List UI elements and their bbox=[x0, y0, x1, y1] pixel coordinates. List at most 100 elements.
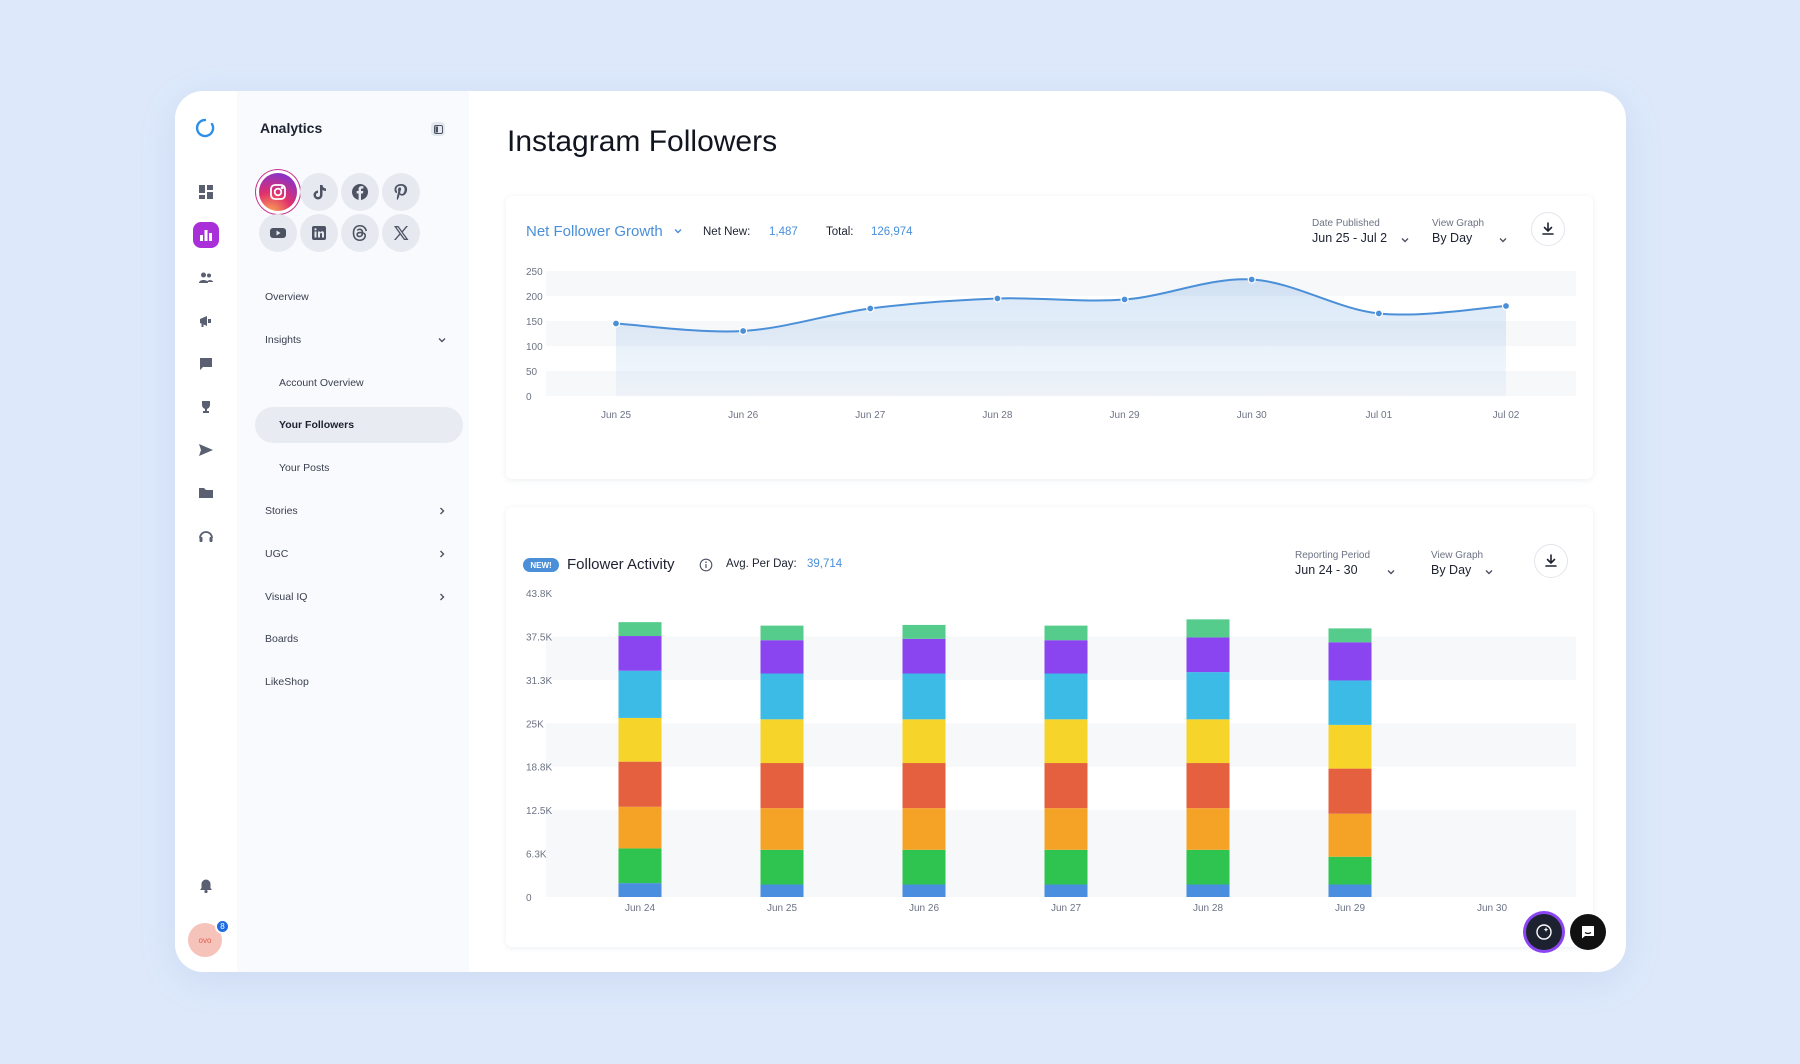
bar-segment bbox=[1044, 884, 1088, 897]
x-tick-label: Jun 28 bbox=[982, 410, 1012, 421]
chat-icon bbox=[1582, 926, 1594, 939]
x-icon[interactable] bbox=[382, 214, 420, 252]
y-tick-label: 150 bbox=[526, 317, 543, 328]
net-new-label: Net New: bbox=[703, 226, 751, 238]
growth-point bbox=[611, 319, 621, 328]
growth-point bbox=[1501, 301, 1511, 311]
nav-your-followers-label: Your Followers bbox=[279, 419, 355, 431]
nav-likeshop[interactable]: LikeShop bbox=[255, 664, 463, 700]
net-follower-growth-chart: 0 50 100 150 200 250 Jun 25 Jun 26 Jun 27 Jun 28 J… bbox=[526, 267, 1576, 421]
bar-segment bbox=[1328, 628, 1372, 643]
nav-account-overview[interactable]: Account Overview bbox=[255, 365, 463, 401]
notifications-bell-icon[interactable] bbox=[187, 872, 225, 900]
y-tick-label: 200 bbox=[526, 292, 543, 303]
nav-your-posts[interactable]: Your Posts bbox=[255, 450, 463, 486]
community-icon[interactable] bbox=[187, 264, 225, 292]
folder-icon[interactable] bbox=[187, 479, 225, 507]
bar-segment bbox=[618, 636, 662, 671]
y-tick-label: 250 bbox=[526, 267, 543, 278]
date-published-dropdown[interactable]: Jun 25 - Jul 2 bbox=[1312, 231, 1388, 245]
chevron-down-icon bbox=[674, 229, 682, 234]
trophy-icon[interactable] bbox=[187, 393, 225, 421]
megaphone-icon[interactable] bbox=[187, 307, 225, 335]
x-tick-label: Jun 26 bbox=[728, 410, 758, 421]
bar-segment bbox=[1328, 813, 1372, 857]
app-window: ovo 8 Analytics Overvie bbox=[175, 91, 1626, 972]
nav-boards[interactable]: Boards bbox=[255, 621, 463, 657]
total-value: 126,974 bbox=[871, 226, 913, 238]
app-logo-icon[interactable] bbox=[195, 118, 215, 138]
headset-icon[interactable] bbox=[187, 522, 225, 550]
x-tick-label: Jun 27 bbox=[1051, 903, 1081, 914]
bar-segment bbox=[1186, 884, 1230, 897]
facebook-icon[interactable] bbox=[341, 173, 379, 211]
bar-segment bbox=[902, 849, 946, 885]
grid-band bbox=[546, 271, 1576, 296]
bar-segment bbox=[1044, 719, 1088, 764]
y-tick-label: 50 bbox=[526, 367, 538, 378]
nav-ugc[interactable]: UGC bbox=[255, 536, 463, 572]
bar-segment bbox=[618, 883, 662, 897]
view-graph-label: View Graph bbox=[1432, 218, 1485, 229]
bar-segment bbox=[760, 719, 804, 764]
x-tick-label: Jun 27 bbox=[855, 410, 885, 421]
bar-segment bbox=[618, 848, 662, 884]
youtube-icon[interactable] bbox=[259, 214, 297, 252]
instagram-icon[interactable] bbox=[259, 173, 297, 211]
bar-segment bbox=[1186, 808, 1230, 850]
collapse-panel-icon[interactable] bbox=[431, 122, 445, 136]
bar-segment bbox=[618, 622, 662, 637]
nav-visual-iq[interactable]: Visual IQ bbox=[255, 579, 463, 615]
nav-insights[interactable]: Insights bbox=[255, 322, 463, 358]
nav-your-followers[interactable]: Your Followers bbox=[255, 407, 463, 443]
nav-overview[interactable]: Overview bbox=[255, 279, 463, 315]
x-tick-label: Jun 29 bbox=[1335, 903, 1365, 914]
ai-assistant-button[interactable] bbox=[1526, 914, 1562, 950]
view-graph-dropdown[interactable]: By Day bbox=[1432, 231, 1473, 245]
download-activity-button[interactable] bbox=[1534, 544, 1568, 578]
send-icon[interactable] bbox=[187, 436, 225, 464]
growth-metric-dropdown[interactable]: Net Follower Growth bbox=[526, 223, 683, 240]
sparkle-icon bbox=[1536, 924, 1552, 940]
info-icon[interactable] bbox=[699, 558, 713, 572]
chat-button[interactable] bbox=[1570, 914, 1606, 950]
bar-segment bbox=[760, 640, 804, 674]
nav-ugc-label: UGC bbox=[265, 548, 289, 560]
linkedin-icon[interactable] bbox=[300, 214, 338, 252]
bar-segment bbox=[1186, 763, 1230, 809]
bar-segment bbox=[760, 673, 804, 720]
bar-segment bbox=[1186, 637, 1230, 673]
growth-point bbox=[1120, 295, 1129, 304]
analytics-icon[interactable] bbox=[193, 222, 219, 248]
x-tick-label: Jul 01 bbox=[1366, 410, 1393, 421]
growth-line bbox=[615, 278, 1507, 333]
bar-segment bbox=[760, 763, 804, 809]
notification-badge: 8 bbox=[215, 919, 230, 934]
threads-icon[interactable] bbox=[341, 214, 379, 252]
x-tick-label: Jun 30 bbox=[1237, 410, 1267, 421]
x-tick-label: Jun 26 bbox=[909, 903, 939, 914]
activity-view-graph-dropdown[interactable]: By Day bbox=[1431, 563, 1472, 577]
download-growth-button[interactable] bbox=[1531, 212, 1565, 246]
y-tick-label: 18.8K bbox=[526, 763, 552, 774]
reporting-period-dropdown[interactable]: Jun 24 - 30 bbox=[1295, 563, 1358, 577]
messages-icon[interactable] bbox=[187, 350, 225, 378]
activity-view-graph-label: View Graph bbox=[1431, 550, 1484, 561]
nav-stories[interactable]: Stories bbox=[255, 493, 463, 529]
x-tick-label: Jun 30 bbox=[1477, 903, 1507, 914]
net-follower-growth-card: Net Follower Growth Net New: 1,487 Total… bbox=[506, 196, 1593, 479]
dashboard-icon[interactable] bbox=[187, 178, 225, 206]
bar-segment bbox=[1328, 724, 1372, 769]
x-tick-label: Jun 29 bbox=[1110, 410, 1140, 421]
growth-point bbox=[866, 304, 875, 313]
bar-segment bbox=[1044, 640, 1088, 674]
bar-segment bbox=[1328, 768, 1372, 814]
bar-segment bbox=[1186, 672, 1230, 720]
x-tick-label: Jun 25 bbox=[601, 410, 631, 421]
tiktok-icon[interactable] bbox=[300, 173, 338, 211]
pinterest-icon[interactable] bbox=[382, 173, 420, 211]
bar-segment bbox=[1044, 673, 1088, 720]
x-tick-label: Jun 28 bbox=[1193, 903, 1223, 914]
bar-segment bbox=[1328, 680, 1372, 725]
chevron-right-icon bbox=[440, 550, 445, 558]
